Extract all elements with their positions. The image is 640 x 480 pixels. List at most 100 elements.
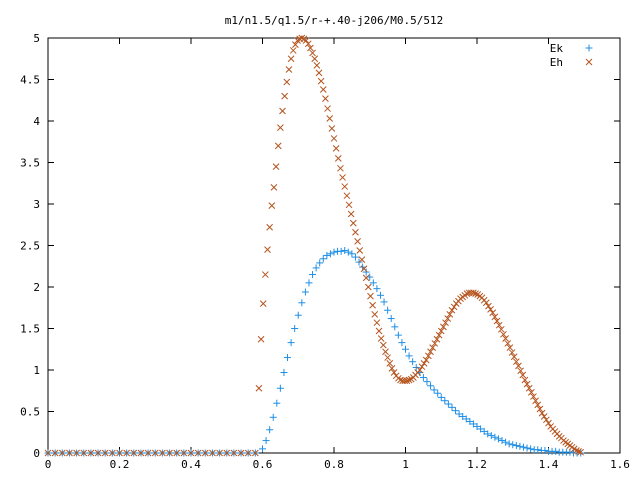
legend-plus-marker [585, 44, 593, 52]
eh-point [354, 237, 361, 245]
series-eh [44, 34, 585, 457]
eh-point [101, 449, 109, 457]
eh-point [266, 223, 274, 231]
eh-point [502, 335, 509, 342]
eh-point [277, 124, 284, 131]
eh-point [216, 449, 223, 457]
eh-point [517, 367, 524, 375]
eh-point [302, 37, 310, 44]
eh-point [304, 40, 312, 48]
ek-point [409, 358, 417, 366]
y-tick-label: 0.5 [20, 406, 40, 419]
ek-point [412, 364, 420, 372]
ek-point [444, 400, 452, 408]
eh-point [377, 335, 385, 342]
ek-point [294, 311, 302, 319]
eh-point [540, 413, 548, 420]
eh-point [279, 107, 286, 115]
ek-point [280, 368, 288, 376]
eh-point [337, 164, 344, 172]
eh-point [268, 202, 276, 210]
eh-point [532, 397, 539, 405]
eh-point [358, 256, 366, 263]
eh-point [512, 358, 520, 366]
y-tick-label: 5 [33, 32, 40, 45]
eh-point [343, 192, 351, 200]
eh-point [545, 419, 552, 427]
ek-point [276, 384, 284, 392]
ek-point [448, 403, 456, 411]
ek-point [441, 397, 449, 405]
ek-point [376, 291, 384, 299]
eh-point [58, 449, 66, 457]
eh-point [173, 449, 181, 457]
eh-point [322, 95, 329, 102]
eh-point [538, 409, 546, 417]
eh-point [257, 335, 265, 343]
eh-point [180, 449, 188, 457]
eh-point [73, 449, 80, 457]
eh-point [130, 449, 138, 457]
ek-point [469, 420, 477, 428]
eh-point [433, 335, 441, 343]
x-tick-label: 1.2 [467, 458, 487, 471]
ek-point [273, 399, 281, 407]
eh-point [382, 348, 389, 356]
eh-point [94, 449, 102, 457]
eh-point [285, 66, 293, 73]
ek-point [394, 331, 402, 339]
eh-point [270, 184, 278, 191]
x-tick-label: 1.4 [539, 458, 559, 471]
eh-point [274, 142, 282, 150]
ek-point [384, 306, 392, 314]
eh-point [405, 376, 413, 384]
legend-marker-eh [585, 58, 593, 66]
ek-point [434, 389, 442, 397]
ek-point [387, 315, 395, 323]
eh-point [440, 323, 447, 331]
ek-point [330, 248, 338, 256]
eh-point [446, 311, 454, 318]
eh-point [311, 55, 319, 63]
ek-point [373, 285, 381, 293]
eh-point [489, 309, 497, 317]
eh-point [123, 449, 131, 457]
ek-point [552, 447, 560, 455]
ek-point [505, 440, 513, 448]
eh-point [504, 340, 512, 347]
ek-point [541, 447, 549, 455]
ek-point [269, 413, 277, 421]
eh-point [289, 47, 297, 54]
eh-point [403, 377, 411, 385]
eh-point [575, 447, 582, 455]
ek-point [305, 279, 313, 287]
eh-point [442, 319, 449, 327]
eh-point [527, 389, 535, 396]
ek-point [284, 354, 292, 362]
eh-point [159, 449, 166, 457]
legend-label-eh: Eh [550, 56, 563, 69]
ek-point [452, 407, 460, 415]
eh-point [444, 315, 452, 322]
ek-point [259, 445, 266, 453]
eh-point [281, 92, 289, 100]
eh-point [332, 145, 340, 152]
eh-point [201, 449, 209, 457]
ek-point [362, 268, 370, 276]
eh-point [482, 299, 490, 307]
eh-point [388, 364, 396, 372]
y-tick-label: 4.5 [20, 74, 40, 87]
ek-point [484, 430, 492, 438]
ek-point [405, 352, 413, 360]
eh-point [500, 330, 507, 338]
eh-point [487, 306, 494, 313]
ek-point [419, 373, 427, 381]
y-tick-label: 2.5 [20, 240, 40, 253]
eh-point [422, 356, 430, 364]
eh-point [51, 449, 59, 457]
eh-point [66, 449, 73, 457]
eh-point [448, 306, 456, 314]
eh-point [339, 174, 346, 181]
eh-point [371, 311, 379, 318]
